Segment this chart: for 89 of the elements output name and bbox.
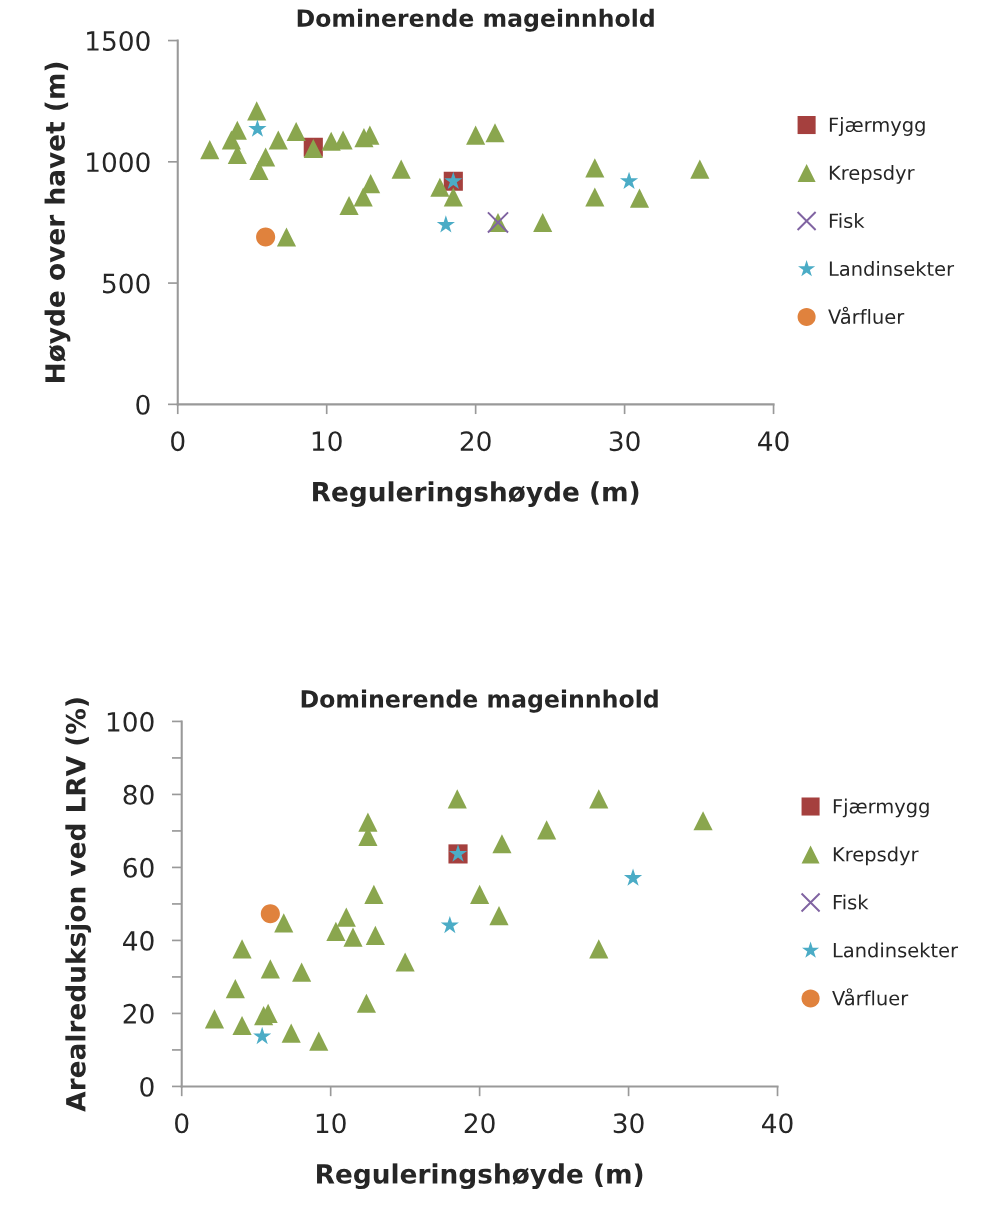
point bbox=[256, 227, 276, 247]
x-axis-title: Reguleringshøyde (m) bbox=[313, 481, 639, 508]
point bbox=[353, 187, 373, 207]
legend-label: Fisk bbox=[829, 213, 865, 229]
x-tick-label: 10 bbox=[312, 431, 342, 452]
point bbox=[247, 101, 267, 121]
chart-title: Dominerende mageinnhold bbox=[301, 689, 658, 713]
y-tick-label: 40 bbox=[123, 930, 154, 951]
point bbox=[253, 1026, 272, 1045]
x-tick-label: 40 bbox=[762, 1113, 793, 1134]
legend-label: Vårfluer bbox=[832, 988, 909, 1006]
point bbox=[436, 215, 455, 233]
point bbox=[585, 187, 605, 207]
point bbox=[260, 904, 280, 924]
point bbox=[623, 868, 643, 886]
x-tick-label: 0 bbox=[175, 1113, 189, 1134]
y-tick-label: 1500 bbox=[87, 31, 150, 51]
point bbox=[443, 187, 463, 207]
point bbox=[589, 789, 609, 809]
legend-label: Fjærmygg bbox=[829, 117, 925, 136]
point bbox=[485, 123, 505, 143]
x-axis-title: Reguleringshøyde (m) bbox=[317, 1163, 643, 1190]
point bbox=[395, 952, 415, 972]
y-axis-title: Høyde over havet (m) bbox=[44, 62, 71, 382]
point bbox=[232, 1015, 252, 1036]
point bbox=[533, 212, 553, 233]
point bbox=[268, 130, 288, 150]
legend-label: Landinsekter bbox=[829, 261, 955, 277]
legend-label: Krepsdyr bbox=[829, 165, 915, 184]
point bbox=[693, 811, 713, 831]
point bbox=[629, 188, 650, 208]
point bbox=[232, 939, 252, 959]
y-tick-label: 20 bbox=[123, 1003, 154, 1024]
legend-label: Landinsekter bbox=[833, 942, 959, 958]
y-tick-label: 100 bbox=[107, 711, 154, 732]
point bbox=[440, 915, 459, 934]
point bbox=[492, 834, 512, 854]
x-tick-label: 10 bbox=[316, 1113, 346, 1134]
point bbox=[326, 921, 346, 941]
point bbox=[343, 927, 363, 947]
y-tick-label: 80 bbox=[123, 784, 154, 805]
y-tick-label: 1000 bbox=[87, 152, 150, 173]
point bbox=[309, 1031, 329, 1051]
point bbox=[274, 913, 294, 933]
legend-label: Vårfluer bbox=[828, 306, 905, 325]
point bbox=[365, 925, 385, 945]
point bbox=[281, 1023, 301, 1043]
legend-label: Krepsdyr bbox=[833, 846, 919, 866]
point bbox=[339, 195, 359, 216]
point bbox=[336, 907, 356, 927]
y-tick-label: 0 bbox=[136, 394, 150, 415]
point bbox=[585, 158, 605, 178]
point bbox=[292, 962, 312, 982]
point bbox=[466, 125, 486, 145]
point bbox=[391, 159, 411, 179]
point bbox=[286, 121, 306, 142]
point bbox=[356, 993, 376, 1013]
y-tick-label: 60 bbox=[123, 857, 154, 878]
point bbox=[225, 979, 245, 999]
point bbox=[489, 906, 509, 926]
x-tick-label: 0 bbox=[171, 431, 185, 452]
point bbox=[358, 812, 378, 832]
point bbox=[690, 159, 710, 179]
point bbox=[470, 884, 490, 905]
legend-label: Fjærmygg bbox=[833, 798, 929, 818]
point bbox=[200, 140, 220, 160]
y-axis-title: Arealreduksjon ved LRV (%) bbox=[65, 698, 92, 1112]
x-tick-label: 30 bbox=[613, 1113, 644, 1134]
point bbox=[364, 884, 384, 905]
x-tick-label: 20 bbox=[464, 1113, 495, 1134]
point bbox=[537, 820, 557, 840]
x-tick-label: 30 bbox=[609, 431, 640, 452]
point bbox=[260, 959, 280, 979]
x-tick-label: 40 bbox=[758, 431, 789, 452]
point bbox=[589, 939, 609, 959]
point bbox=[333, 130, 353, 150]
chart-title: Dominerende mageinnhold bbox=[297, 8, 654, 32]
point bbox=[276, 227, 297, 247]
point bbox=[256, 147, 276, 167]
point bbox=[361, 174, 381, 194]
point bbox=[204, 1009, 225, 1029]
y-tick-label: 0 bbox=[140, 1076, 154, 1097]
x-tick-label: 20 bbox=[460, 431, 491, 452]
y-tick-label: 500 bbox=[103, 273, 150, 294]
point bbox=[447, 789, 467, 809]
point bbox=[430, 177, 450, 197]
point bbox=[619, 171, 639, 189]
legend-label: Fisk bbox=[833, 894, 869, 910]
point bbox=[248, 119, 267, 137]
